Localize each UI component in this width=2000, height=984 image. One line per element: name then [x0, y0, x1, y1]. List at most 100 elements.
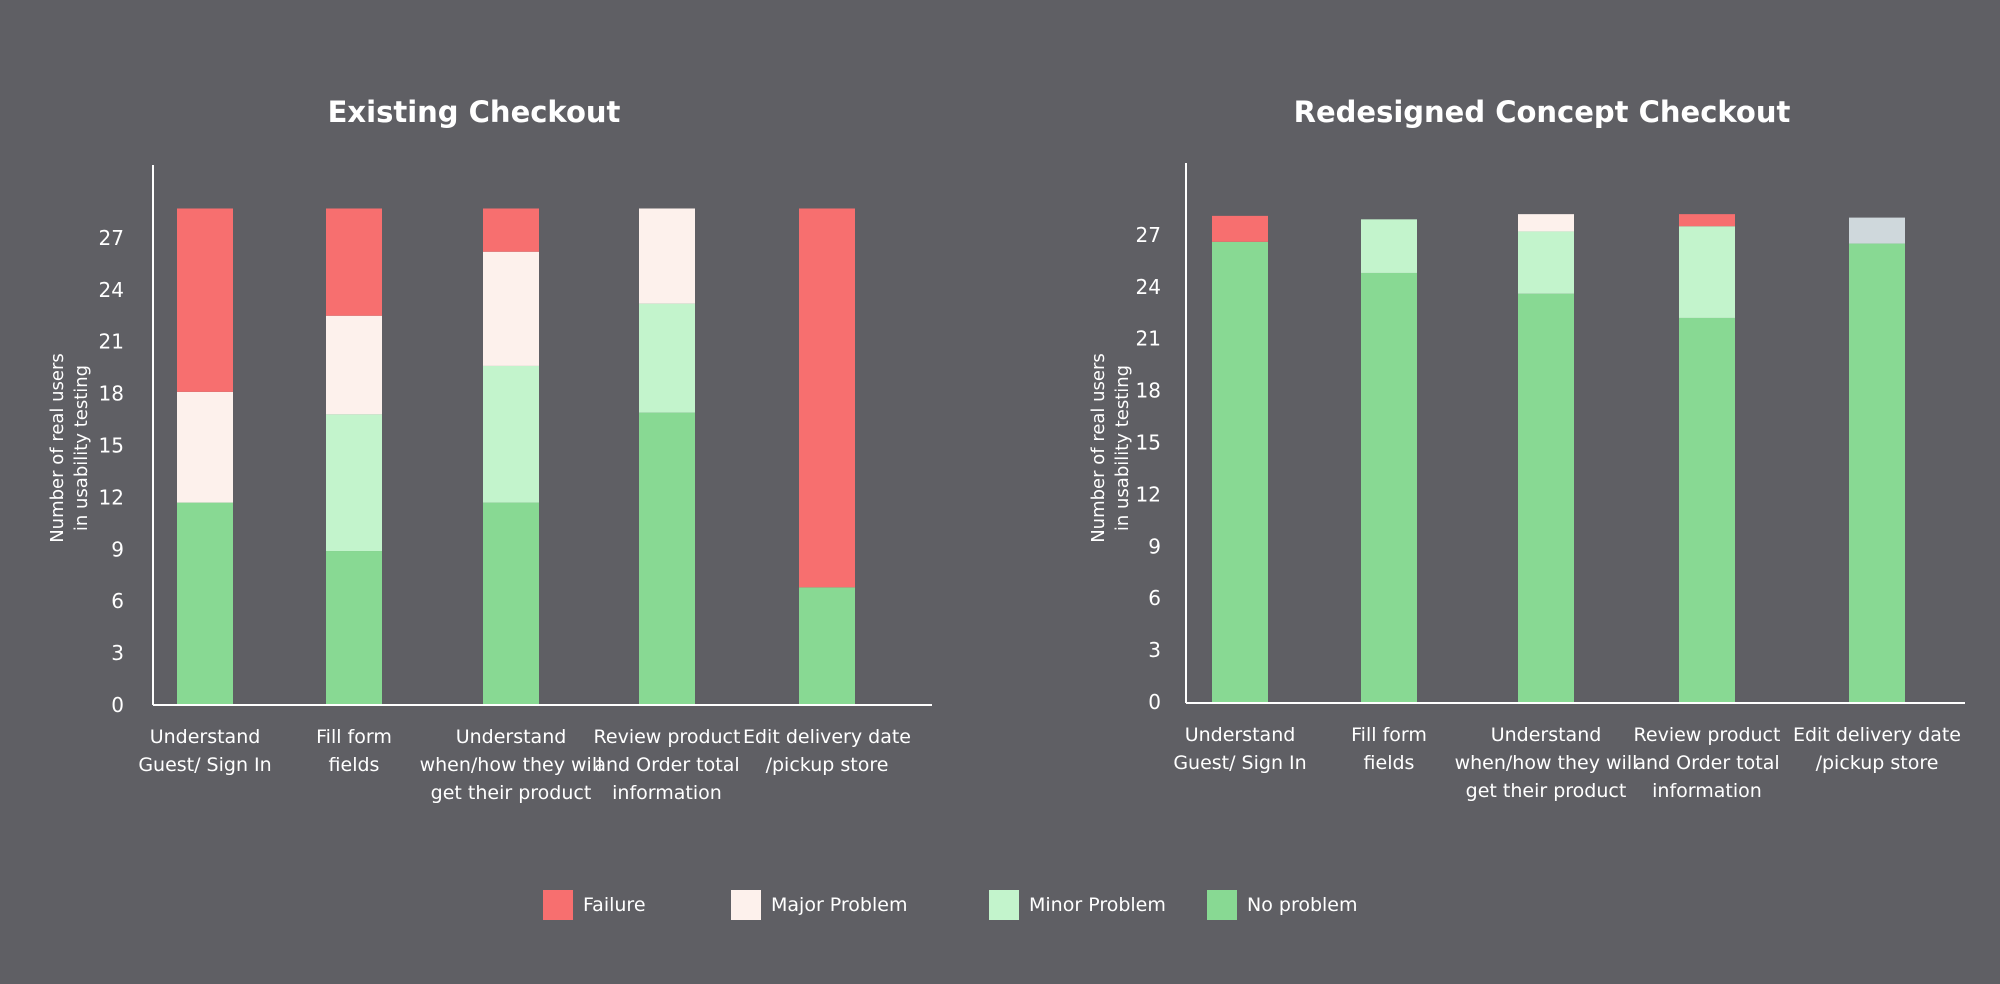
- x-category-label-line: Understand: [1185, 724, 1296, 746]
- x-category-label-line: Understand: [1491, 724, 1602, 746]
- y-tick-label: 21: [99, 330, 124, 354]
- y-axis-title: Number of real users in usability testing: [47, 353, 92, 543]
- y-axis-title-line: Number of real users: [1088, 353, 1109, 543]
- bar-segment-major-problem: [639, 208, 695, 304]
- y-axis-title: Number of real users in usability testing: [1088, 353, 1133, 543]
- bar-segment-failure: [1212, 215, 1268, 242]
- bar-segment-no-problem: [1849, 243, 1905, 703]
- y-tick-label: 3: [1148, 638, 1161, 662]
- y-tick-label: 6: [111, 589, 124, 613]
- bar-segment-major-problem: [326, 315, 382, 415]
- bar-segment-no-problem: [177, 502, 233, 705]
- x-category-label: Fill form fields: [1351, 724, 1427, 774]
- bar-segment-failure: [483, 208, 539, 252]
- bar-segment-no-problem: [1212, 241, 1268, 702]
- legend-item-major-problem: Major Problem: [731, 889, 907, 921]
- legend-item-failure: Failure: [543, 889, 646, 921]
- y-tick-label: 18: [1136, 379, 1161, 403]
- x-category-label-line: Edit delivery date: [743, 726, 911, 748]
- bar-segment-no-problem: [1679, 317, 1735, 702]
- bar-segment-major-problem: [483, 251, 539, 366]
- y-tick-label: 27: [99, 226, 124, 250]
- legend-label: Major Problem: [771, 894, 908, 916]
- x-category-label-line: when/how they will: [420, 754, 603, 776]
- bar-segment-no-problem: [1518, 293, 1574, 702]
- x-category-label: Understand when/how they will get their pr…: [1455, 724, 1638, 802]
- x-category-label: Understand Guest/ Sign In: [138, 726, 271, 776]
- bar-segment-failure: [799, 208, 855, 588]
- bar-segment-no-problem: [326, 551, 382, 705]
- legend-swatch-failure: [543, 890, 573, 920]
- y-tick-label: 12: [1136, 482, 1161, 506]
- y-tick-label: 15: [1136, 431, 1161, 455]
- chart-title: Existing Checkout: [328, 95, 621, 129]
- y-tick-label: 3: [111, 641, 124, 665]
- x-category-label: Review product and Order total information: [594, 726, 741, 804]
- y-tick-label: 9: [111, 537, 124, 561]
- x-category-label: Edit delivery date/pickup store: [1793, 724, 1961, 774]
- y-axis-title-line: Number of real users: [47, 353, 68, 543]
- bar-segment-major-problem: [1518, 214, 1574, 232]
- y-tick-label: 9: [1148, 534, 1161, 558]
- bar-segment-major-problem: [177, 391, 233, 503]
- x-category-label-line: and Order total: [594, 754, 739, 776]
- x-category-label-line: Fill form: [316, 726, 392, 748]
- x-category-label-line: /pickup store: [1816, 752, 1939, 774]
- bar-segment-minor-problem: [1518, 231, 1574, 294]
- x-category-label-line: when/how they will: [1455, 752, 1638, 774]
- bar-segment-minor-problem: [639, 303, 695, 413]
- x-category-label-line: and Order total: [1634, 752, 1779, 774]
- x-category-label-line: Edit delivery date: [1793, 724, 1961, 746]
- y-tick-label: 24: [1136, 275, 1161, 299]
- bar-segment-no-problem: [639, 412, 695, 705]
- bar-segment-failure: [177, 208, 233, 392]
- x-category-label-line: Review product: [1634, 724, 1781, 746]
- bar-segment-no-problem: [1361, 272, 1417, 702]
- legend-label: Minor Problem: [1029, 894, 1166, 916]
- x-category-label-line: Review product: [594, 726, 741, 748]
- bar-segment-failure: [1679, 214, 1735, 227]
- x-category-label-line: information: [1652, 780, 1762, 802]
- legend-swatch-no-problem: [1207, 890, 1237, 920]
- x-category-label-line: Guest/ Sign In: [138, 754, 271, 776]
- y-tick-label: 24: [99, 278, 124, 302]
- x-category-label-line: fields: [329, 754, 380, 776]
- x-category-label-line: /pickup store: [766, 754, 889, 776]
- y-tick-label: 6: [1148, 586, 1161, 610]
- chart-1: Existing Checkout Number of real users in …: [47, 95, 932, 804]
- bar-segment-no-problem: [483, 502, 539, 705]
- y-tick-label: 12: [99, 485, 124, 509]
- y-tick-label: 18: [99, 382, 124, 406]
- x-category-label-line: get their product: [1466, 780, 1627, 802]
- x-category-label: Fill form fields: [316, 726, 392, 776]
- x-category-label-line: get their product: [431, 782, 592, 804]
- bar-segment-minor-problem: [326, 414, 382, 552]
- legend-item-no-problem: No problem: [1207, 889, 1358, 921]
- y-tick-label: 0: [1148, 690, 1161, 714]
- bar-segment-minor-problem: [483, 365, 539, 503]
- y-axis-title-line: in usability testing: [1112, 365, 1133, 531]
- x-category-label: Review product and Order total information: [1634, 724, 1781, 802]
- bar-segment-failure: [326, 208, 382, 316]
- y-tick-label: 0: [111, 693, 124, 717]
- y-tick-label: 27: [1136, 223, 1161, 247]
- x-category-label: Understand when/how they will get their pr…: [420, 726, 603, 804]
- x-category-label-line: Understand: [150, 726, 261, 748]
- legend-label: Failure: [583, 894, 646, 916]
- bar-segment-minor-problem: [1679, 226, 1735, 318]
- x-category-label-line: Fill form: [1351, 724, 1427, 746]
- x-category-label-line: information: [612, 782, 722, 804]
- bar-segment-unlabeled: [1849, 217, 1905, 244]
- x-category-label-line: Guest/ Sign In: [1173, 752, 1306, 774]
- y-axis-title-line: in usability testing: [71, 365, 92, 531]
- legend-swatch-major-problem: [731, 890, 761, 920]
- legend-label: No problem: [1247, 894, 1358, 916]
- bar-segment-no-problem: [799, 587, 855, 705]
- legend: Failure Major Problem Minor Problem No p…: [0, 889, 2000, 921]
- legend-item-minor-problem: Minor Problem: [989, 889, 1166, 921]
- x-category-label: Edit delivery date/pickup store: [743, 726, 911, 776]
- x-category-label-line: fields: [1364, 752, 1415, 774]
- chart-title: Redesigned Concept Checkout: [1294, 95, 1791, 129]
